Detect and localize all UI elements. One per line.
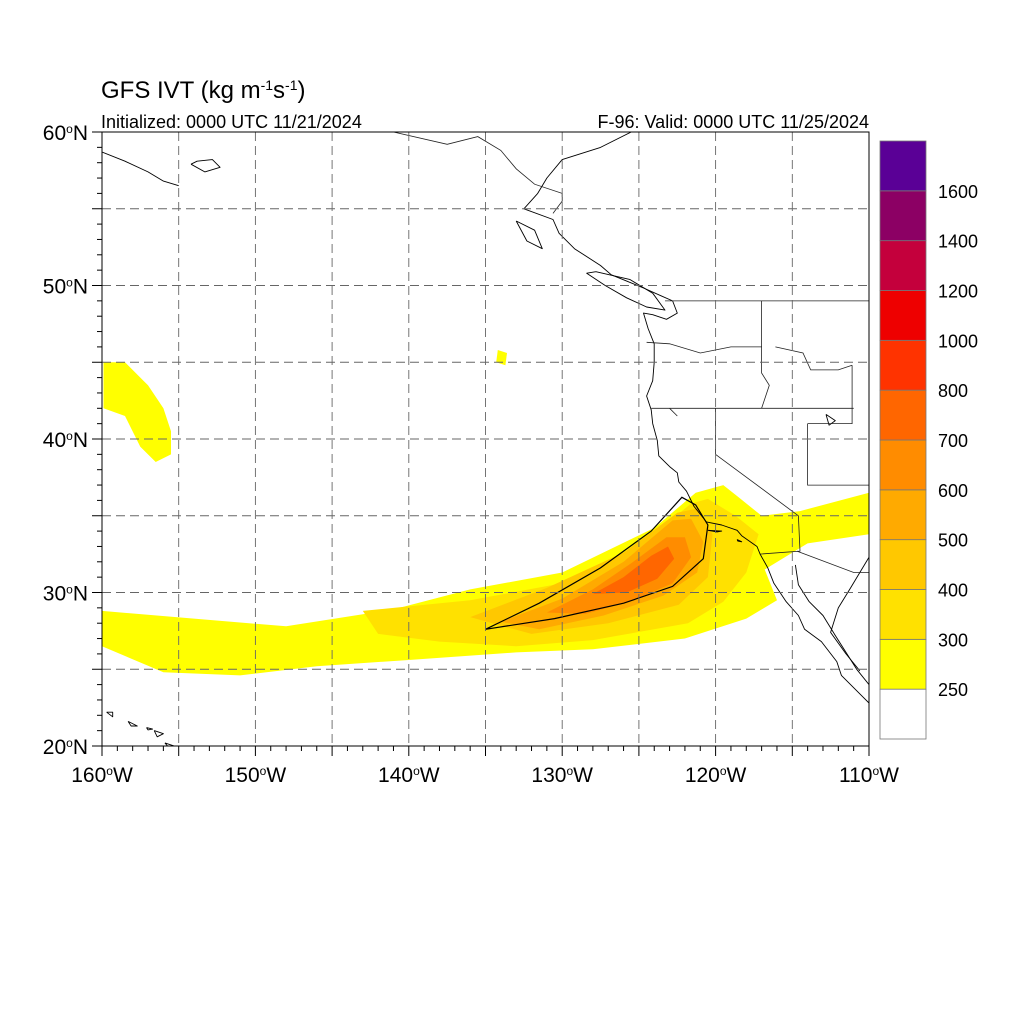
- colorbar-label: 300: [938, 630, 968, 650]
- colorbar-swatch: [879, 589, 927, 640]
- colorbar-label: 500: [938, 531, 968, 551]
- political-boundary: [807, 423, 869, 486]
- colorbar-label: 400: [938, 581, 968, 601]
- colorbar-label: 250: [938, 680, 968, 700]
- map-title: GFS IVT (kg m-1s-1): [101, 77, 305, 104]
- coastline: [190, 159, 221, 173]
- ivt-contour-line: [485, 496, 709, 630]
- colorbar-swatch: [879, 339, 927, 391]
- colorbar-swatch: [879, 638, 927, 690]
- lon-label: 110oW: [839, 764, 899, 787]
- colorbar-swatch: [879, 439, 927, 491]
- graticule-layer: [102, 132, 869, 746]
- coastline: [586, 271, 666, 311]
- coastline: [102, 151, 179, 187]
- lat-label: 50oN: [43, 276, 88, 299]
- coastline: [794, 564, 869, 685]
- coastline: [146, 727, 154, 731]
- colorbar-label: 600: [938, 481, 968, 501]
- coastline: [830, 556, 869, 672]
- political-boundary: [775, 346, 853, 371]
- colorbar-swatch: [879, 240, 927, 291]
- lat-label: 60oN: [43, 122, 88, 145]
- coastline: [523, 132, 869, 704]
- ivt-fill-layer: [102, 350, 869, 676]
- ivt-region-level-6: [592, 546, 675, 594]
- valid-time-label: F-96: Valid: 0000 UTC 11/25/2024: [598, 112, 870, 132]
- lon-label: 150oW: [225, 764, 287, 787]
- political-boundary: [715, 408, 801, 555]
- colorbar-swatch: [879, 140, 927, 192]
- colorbar-swatch: [879, 290, 927, 341]
- coastline: [515, 220, 543, 250]
- colorbar-label: 1400: [938, 232, 978, 252]
- lon-label: 160oW: [71, 764, 133, 787]
- colorbar-swatch: [879, 688, 927, 740]
- geography-layer: [102, 132, 869, 746]
- lon-label: 140oW: [378, 764, 440, 787]
- political-boundary: [646, 341, 762, 354]
- lon-label: 120oW: [685, 764, 747, 787]
- political-boundary: [761, 300, 770, 409]
- lat-label: 30oN: [43, 583, 88, 606]
- political-boundary: [807, 365, 853, 425]
- colorbar-swatch: [879, 539, 927, 590]
- political-boundary: [393, 132, 563, 214]
- coastline: [825, 414, 836, 426]
- colorbar-label: 1200: [938, 282, 978, 302]
- colorbar-label: 800: [938, 381, 968, 401]
- ivt-contour-layer: [485, 496, 709, 630]
- political-boundary: [669, 408, 678, 417]
- axis-ticks: [92, 131, 870, 756]
- lon-label: 130oW: [531, 764, 593, 787]
- coastline: [164, 742, 176, 746]
- colorbar-swatch: [879, 389, 927, 441]
- axis-labels: 60oN 50oN 40oN 30oN 20oN 160oW 150oW 140oW 130oW…: [43, 122, 899, 787]
- lat-label: 40oN: [43, 429, 88, 452]
- colorbar: 250 300 400 500 600 700 800 1000 1200 1400 1600: [879, 140, 978, 740]
- lat-label: 20oN: [43, 736, 88, 759]
- coastline: [106, 711, 114, 718]
- map-plot-area: 60oN 50oN 40oN 30oN 20oN 160oW 150oW 140oW 130oW…: [43, 122, 899, 787]
- ivt-region-level-1: [103, 362, 171, 462]
- coastline: [153, 730, 164, 738]
- colorbar-label: 1000: [938, 331, 978, 351]
- coastline: [736, 539, 743, 543]
- ivt-region-level-4: [500, 518, 704, 630]
- coastline: [127, 720, 138, 727]
- colorbar-label: 1600: [938, 182, 978, 202]
- ivt-region-level-1: [496, 350, 507, 366]
- colorbar-swatch: [879, 489, 927, 541]
- coastline: [707, 529, 723, 533]
- init-time-label: Initialized: 0000 UTC 11/21/2024: [101, 112, 362, 132]
- colorbar-swatch: [879, 190, 927, 242]
- political-boundary: [796, 550, 869, 573]
- colorbar-label: 700: [938, 431, 968, 451]
